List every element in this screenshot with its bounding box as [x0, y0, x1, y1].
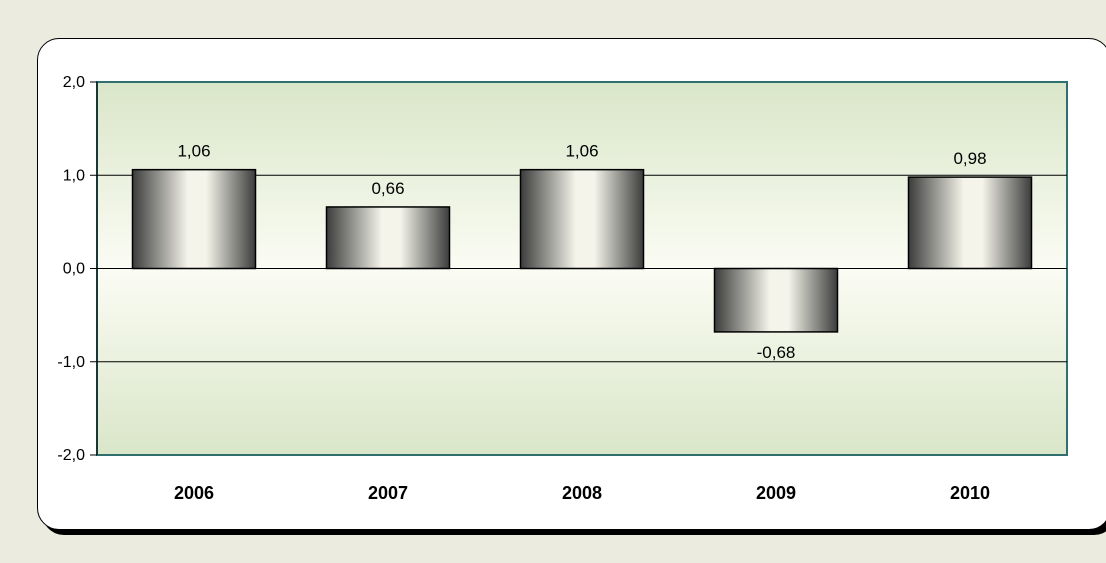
y-tick-label: -2,0: [57, 447, 85, 464]
bar-2008: [519, 168, 645, 270]
bar-2007: [325, 206, 451, 270]
value-label-2010: 0,98: [953, 149, 986, 168]
x-axis-labels: 2006 2007 2008 2009 2010: [174, 483, 990, 503]
x-tick-label-2008: 2008: [562, 483, 602, 503]
y-tick-label: 0,0: [63, 261, 85, 278]
y-tick-label: 2,0: [63, 74, 85, 91]
value-label-2006: 1,06: [177, 142, 210, 161]
x-tick-label-2009: 2009: [756, 483, 796, 503]
x-tick-label-2010: 2010: [950, 483, 990, 503]
value-label-2009: -0,68: [757, 343, 796, 362]
y-axis: 2,0 1,0 0,0 -1,0 -2,0: [57, 74, 98, 464]
value-label-2007: 0,66: [371, 179, 404, 198]
y-tick-label: 1,0: [63, 167, 85, 184]
bars: [131, 168, 1033, 333]
value-label-2008: 1,06: [565, 142, 598, 161]
bar-2009: [713, 267, 839, 333]
y-tick-label: -1,0: [57, 354, 85, 371]
bar-2010: [907, 176, 1033, 270]
x-tick-label-2007: 2007: [368, 483, 408, 503]
value-labels: 1,06 0,66 1,06 -0,68 0,98: [177, 142, 986, 362]
bar-2006: [131, 168, 257, 270]
x-tick-label-2006: 2006: [174, 483, 214, 503]
